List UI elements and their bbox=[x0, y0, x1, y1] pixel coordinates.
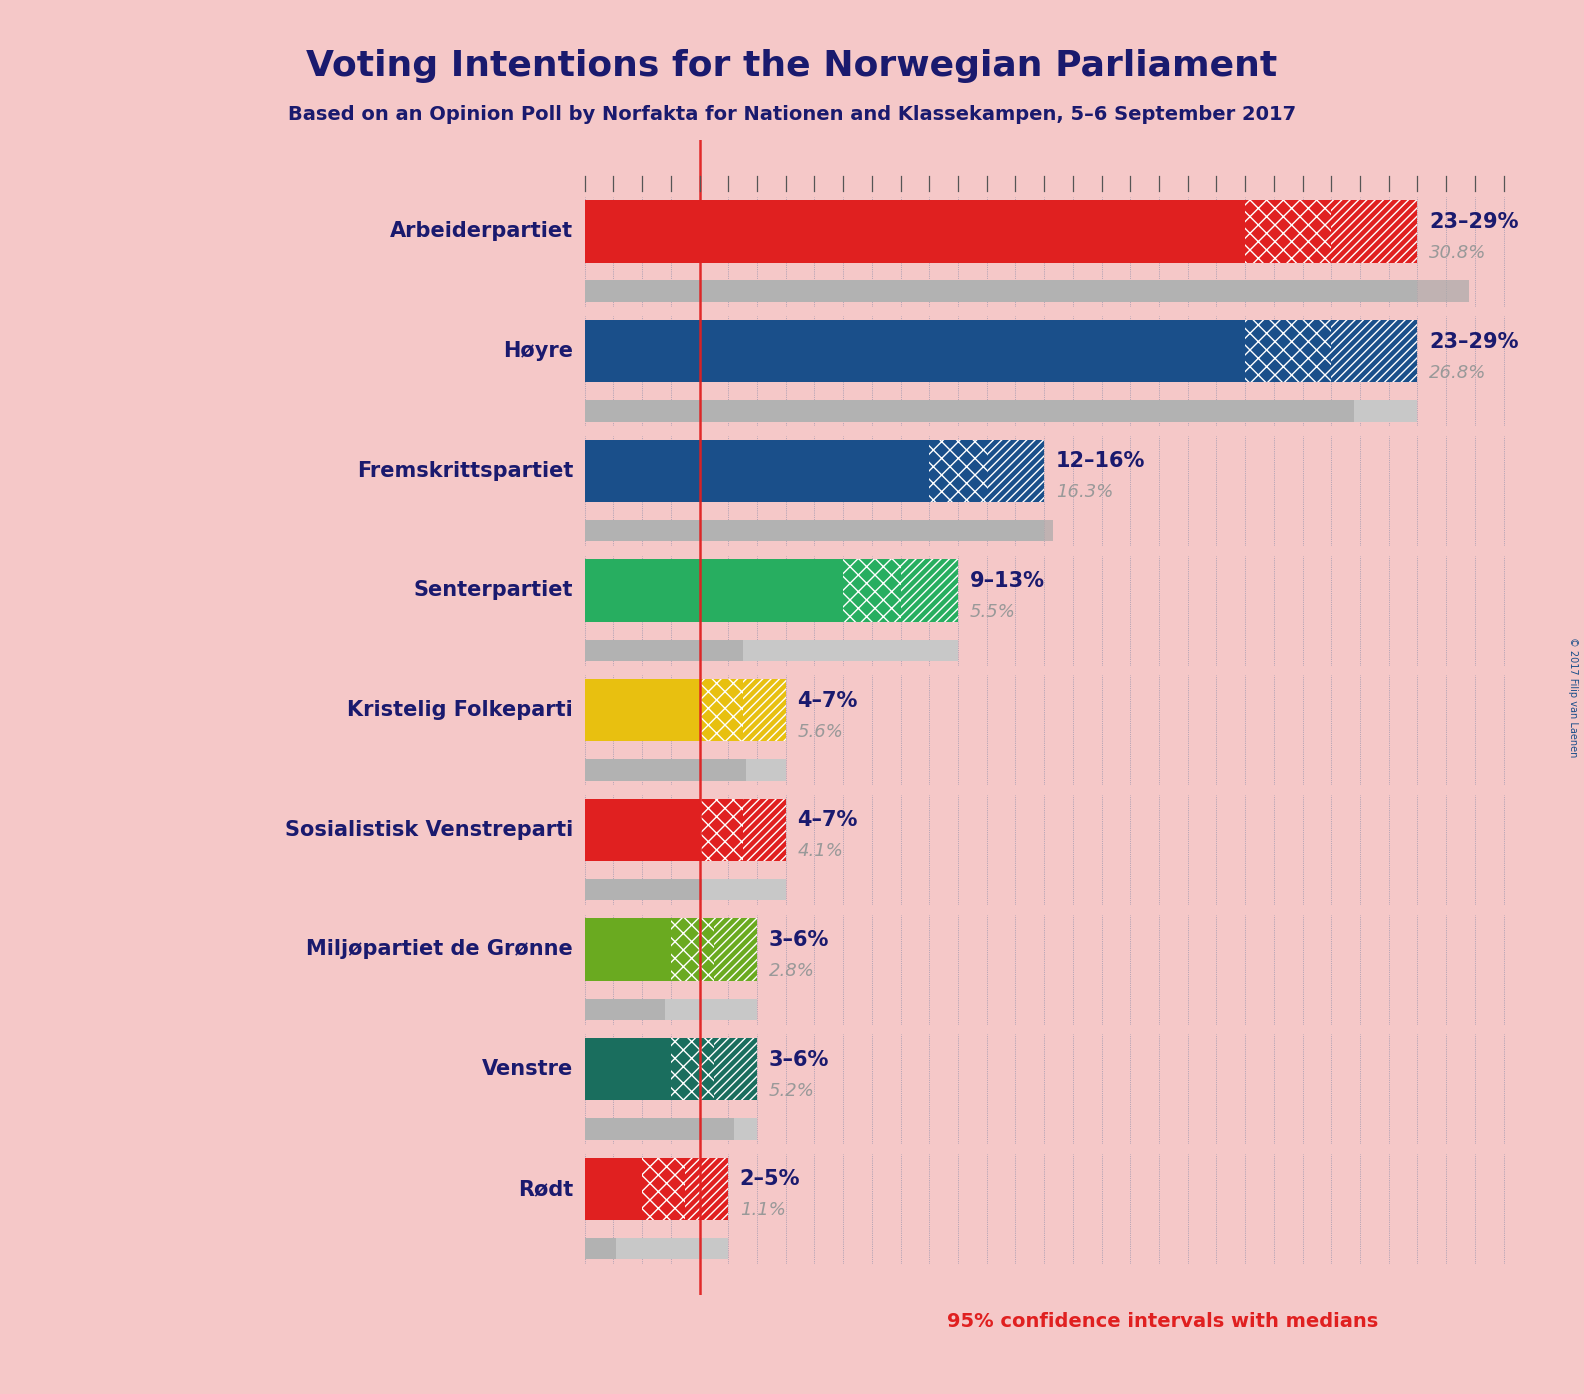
Text: 3–6%: 3–6% bbox=[768, 930, 828, 949]
Text: 4–7%: 4–7% bbox=[797, 690, 857, 711]
Bar bbox=[584, 1238, 729, 1259]
Bar bbox=[584, 1238, 616, 1259]
Bar bbox=[700, 799, 743, 861]
Bar bbox=[743, 799, 786, 861]
Bar bbox=[584, 760, 746, 781]
Bar bbox=[700, 679, 743, 742]
Bar bbox=[584, 321, 1245, 382]
Text: 30.8%: 30.8% bbox=[1429, 244, 1486, 262]
Bar bbox=[743, 679, 786, 742]
Text: Senterpartiet: Senterpartiet bbox=[413, 580, 573, 601]
Bar bbox=[584, 201, 1245, 262]
Bar bbox=[584, 998, 665, 1020]
Bar bbox=[584, 1158, 642, 1220]
Bar bbox=[584, 280, 1470, 302]
Bar bbox=[584, 760, 786, 781]
Bar bbox=[584, 679, 700, 742]
Bar bbox=[584, 919, 672, 980]
Bar bbox=[843, 559, 901, 622]
Bar bbox=[1331, 321, 1418, 382]
Bar bbox=[930, 439, 987, 502]
Bar bbox=[714, 919, 757, 980]
Text: Arbeiderpartiet: Arbeiderpartiet bbox=[390, 222, 573, 241]
Bar bbox=[584, 878, 786, 901]
Text: Based on an Opinion Poll by Norfakta for Nationen and Klassekampen, 5–6 Septembe: Based on an Opinion Poll by Norfakta for… bbox=[288, 105, 1296, 124]
Bar bbox=[672, 1039, 714, 1100]
Text: 3–6%: 3–6% bbox=[768, 1050, 828, 1069]
Text: 23–29%: 23–29% bbox=[1429, 332, 1519, 351]
Text: Sosialistisk Venstreparti: Sosialistisk Venstreparti bbox=[285, 820, 573, 839]
Bar bbox=[1331, 201, 1418, 262]
Text: Høyre: Høyre bbox=[504, 342, 573, 361]
Text: 4–7%: 4–7% bbox=[797, 810, 857, 831]
Bar bbox=[584, 1118, 757, 1140]
Bar bbox=[584, 1118, 733, 1140]
Bar bbox=[672, 919, 714, 980]
Text: © 2017 Filip van Laenen: © 2017 Filip van Laenen bbox=[1568, 637, 1578, 757]
Text: 95% confidence intervals with medians: 95% confidence intervals with medians bbox=[947, 1312, 1378, 1331]
Text: 12–16%: 12–16% bbox=[1055, 452, 1145, 471]
Text: Fremskrittspartiet: Fremskrittspartiet bbox=[356, 461, 573, 481]
Text: 5.5%: 5.5% bbox=[969, 604, 1015, 620]
Bar bbox=[987, 439, 1044, 502]
Text: 1.1%: 1.1% bbox=[740, 1202, 786, 1220]
Bar bbox=[584, 400, 1418, 422]
Bar bbox=[584, 640, 743, 661]
Bar bbox=[584, 520, 1053, 541]
Text: 2–5%: 2–5% bbox=[740, 1170, 800, 1189]
Bar bbox=[584, 640, 958, 661]
Bar bbox=[901, 559, 958, 622]
Text: 23–29%: 23–29% bbox=[1429, 212, 1519, 231]
Bar bbox=[584, 400, 1354, 422]
Text: 26.8%: 26.8% bbox=[1429, 364, 1486, 382]
Bar bbox=[714, 1039, 757, 1100]
Text: 4.1%: 4.1% bbox=[797, 842, 843, 860]
Text: Rødt: Rødt bbox=[518, 1179, 573, 1199]
Bar bbox=[642, 1158, 686, 1220]
Text: 16.3%: 16.3% bbox=[1055, 484, 1114, 502]
Text: Miljøpartiet de Grønne: Miljøpartiet de Grønne bbox=[306, 940, 573, 959]
Text: 2.8%: 2.8% bbox=[768, 962, 814, 980]
Bar bbox=[686, 1158, 729, 1220]
Text: 5.2%: 5.2% bbox=[768, 1082, 814, 1100]
Bar bbox=[584, 439, 930, 502]
Bar bbox=[584, 878, 702, 901]
Bar bbox=[584, 280, 1418, 302]
Bar bbox=[584, 520, 1044, 541]
Text: 5.6%: 5.6% bbox=[797, 722, 843, 740]
Text: Voting Intentions for the Norwegian Parliament: Voting Intentions for the Norwegian Parl… bbox=[306, 49, 1278, 82]
Bar bbox=[1245, 201, 1331, 262]
Bar bbox=[584, 998, 757, 1020]
Text: Venstre: Venstre bbox=[482, 1059, 573, 1079]
Bar bbox=[1245, 321, 1331, 382]
Text: Kristelig Folkeparti: Kristelig Folkeparti bbox=[347, 700, 573, 721]
Bar bbox=[584, 1039, 672, 1100]
Text: 9–13%: 9–13% bbox=[969, 572, 1044, 591]
Bar bbox=[584, 799, 700, 861]
Bar bbox=[584, 559, 843, 622]
